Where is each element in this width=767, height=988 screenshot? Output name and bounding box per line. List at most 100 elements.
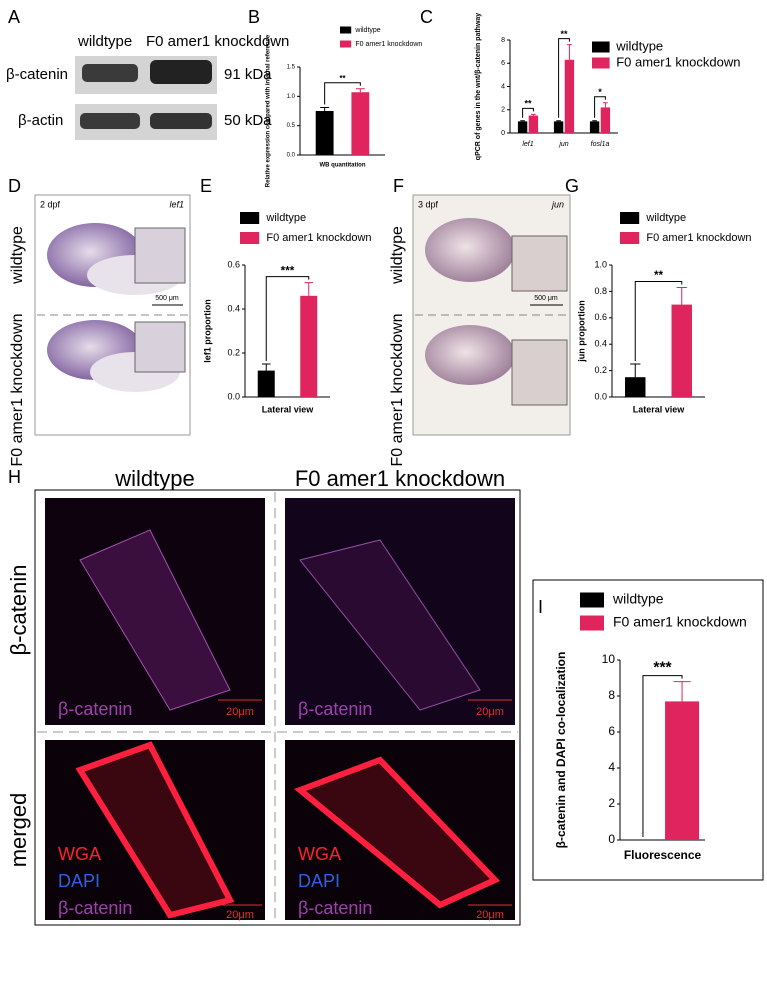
error-bar xyxy=(556,120,561,122)
blot-column: F0 amer1 knockdown xyxy=(146,33,289,50)
tissue xyxy=(299,539,481,711)
legend-swatch xyxy=(240,232,260,244)
embryo xyxy=(425,325,515,385)
row-label: merged xyxy=(6,793,31,868)
legend-label: F0 amer1 knockdown xyxy=(613,614,747,630)
bar xyxy=(553,121,564,133)
y-tick-label: 0.4 xyxy=(227,303,240,313)
y-tick-label: 0.6 xyxy=(594,312,607,322)
x-tick-label: jun xyxy=(558,141,568,148)
error-bar xyxy=(567,44,572,60)
y-tick-label: 2 xyxy=(608,796,615,810)
legend-swatch xyxy=(620,212,640,224)
scale: 20μm xyxy=(476,706,504,718)
x-tick-label: Lateral view xyxy=(262,404,315,414)
stain: WGA xyxy=(58,844,101,864)
y-tick-label: 8 xyxy=(501,37,505,44)
y-tick-label: 0.0 xyxy=(287,153,296,159)
error-bar xyxy=(304,282,313,296)
significance-bracket xyxy=(324,82,361,105)
stage: 2 dpf xyxy=(40,199,61,209)
error-bar xyxy=(603,102,608,108)
x-tick-label: Fluorescence xyxy=(624,848,702,862)
x-tick-label: WB quantitation xyxy=(320,163,366,169)
legend-swatch xyxy=(592,57,610,69)
legend-swatch xyxy=(592,41,610,53)
panel-letter: C xyxy=(420,7,433,27)
bar xyxy=(517,121,528,133)
bar xyxy=(528,115,539,133)
error-bar xyxy=(355,88,365,93)
y-tick-label: 0.0 xyxy=(594,391,607,401)
inset xyxy=(134,321,186,373)
y-tick-label: 0 xyxy=(501,130,505,137)
legend-label: wildtype xyxy=(615,38,663,53)
stain: β-catenin xyxy=(298,699,372,719)
legend-swatch xyxy=(580,592,604,608)
stage: 3 dpf xyxy=(418,199,439,209)
legend-label: wildtype xyxy=(612,591,664,607)
bar xyxy=(671,304,692,397)
stain: DAPI xyxy=(298,871,340,891)
legend-label: wildtype xyxy=(265,212,306,224)
band xyxy=(82,64,138,82)
legend-swatch xyxy=(340,40,352,48)
panel-letter: A xyxy=(8,7,20,27)
legend-label: F0 amer1 knockdown xyxy=(616,54,740,69)
significance: * xyxy=(598,87,602,97)
y-axis-title: lef1 proportion xyxy=(202,299,212,363)
stain: β-catenin xyxy=(58,699,132,719)
error-bar xyxy=(676,286,687,305)
significance: ** xyxy=(560,29,568,39)
legend-label: wildtype xyxy=(645,212,686,224)
error-bar xyxy=(520,120,525,122)
column-header: F0 amer1 knockdown xyxy=(295,466,505,491)
error-bar xyxy=(531,113,536,116)
y-axis-title: Relative expression compared with intern… xyxy=(266,34,272,187)
row-label: F0 amer1 knockdown xyxy=(9,314,26,467)
legend-label: wildtype xyxy=(354,27,380,34)
stain: WGA xyxy=(298,844,341,864)
inset xyxy=(134,227,186,284)
bar xyxy=(665,701,700,840)
row-label: wildtype xyxy=(389,226,406,285)
scale: 20μm xyxy=(226,706,254,718)
significance: ** xyxy=(524,99,532,109)
significance-bracket xyxy=(522,107,534,118)
row-label: β-catenin xyxy=(6,565,31,656)
x-tick-label: lef1 xyxy=(522,141,533,148)
scale: 20μm xyxy=(226,909,254,921)
significance: ** xyxy=(339,74,346,83)
error-bar xyxy=(262,363,271,371)
error-bar xyxy=(673,681,691,702)
blot-column: wildtype xyxy=(77,33,132,50)
y-tick-label: 0.5 xyxy=(287,123,296,129)
y-tick-label: 6 xyxy=(501,60,505,67)
band xyxy=(150,60,212,84)
stain: β-catenin xyxy=(298,898,372,918)
stain: β-catenin xyxy=(58,898,132,918)
scale: 500 μm xyxy=(155,295,179,302)
y-tick-label: 0 xyxy=(608,832,615,846)
legend-swatch xyxy=(240,212,260,224)
bar xyxy=(257,370,275,397)
tissue xyxy=(79,529,231,711)
blot-size: 91 kDa xyxy=(224,66,272,83)
legend-swatch xyxy=(620,232,640,244)
tissue xyxy=(75,741,235,919)
y-tick-label: 0.4 xyxy=(594,339,607,349)
gene: lef1 xyxy=(169,199,184,209)
inset xyxy=(511,235,568,292)
panel-letter: G xyxy=(565,176,579,196)
x-tick-label: Lateral view xyxy=(633,404,686,414)
significance-bracket xyxy=(558,38,570,118)
bar xyxy=(300,295,318,397)
y-axis-title: β-catenin and DAPI co-localization xyxy=(554,652,568,849)
bar xyxy=(351,92,370,155)
legend-label: F0 amer1 knockdown xyxy=(266,232,371,244)
bar xyxy=(600,107,611,133)
bar xyxy=(315,111,334,155)
x-tick-label: fosl1a xyxy=(591,141,610,148)
bar xyxy=(564,59,575,134)
